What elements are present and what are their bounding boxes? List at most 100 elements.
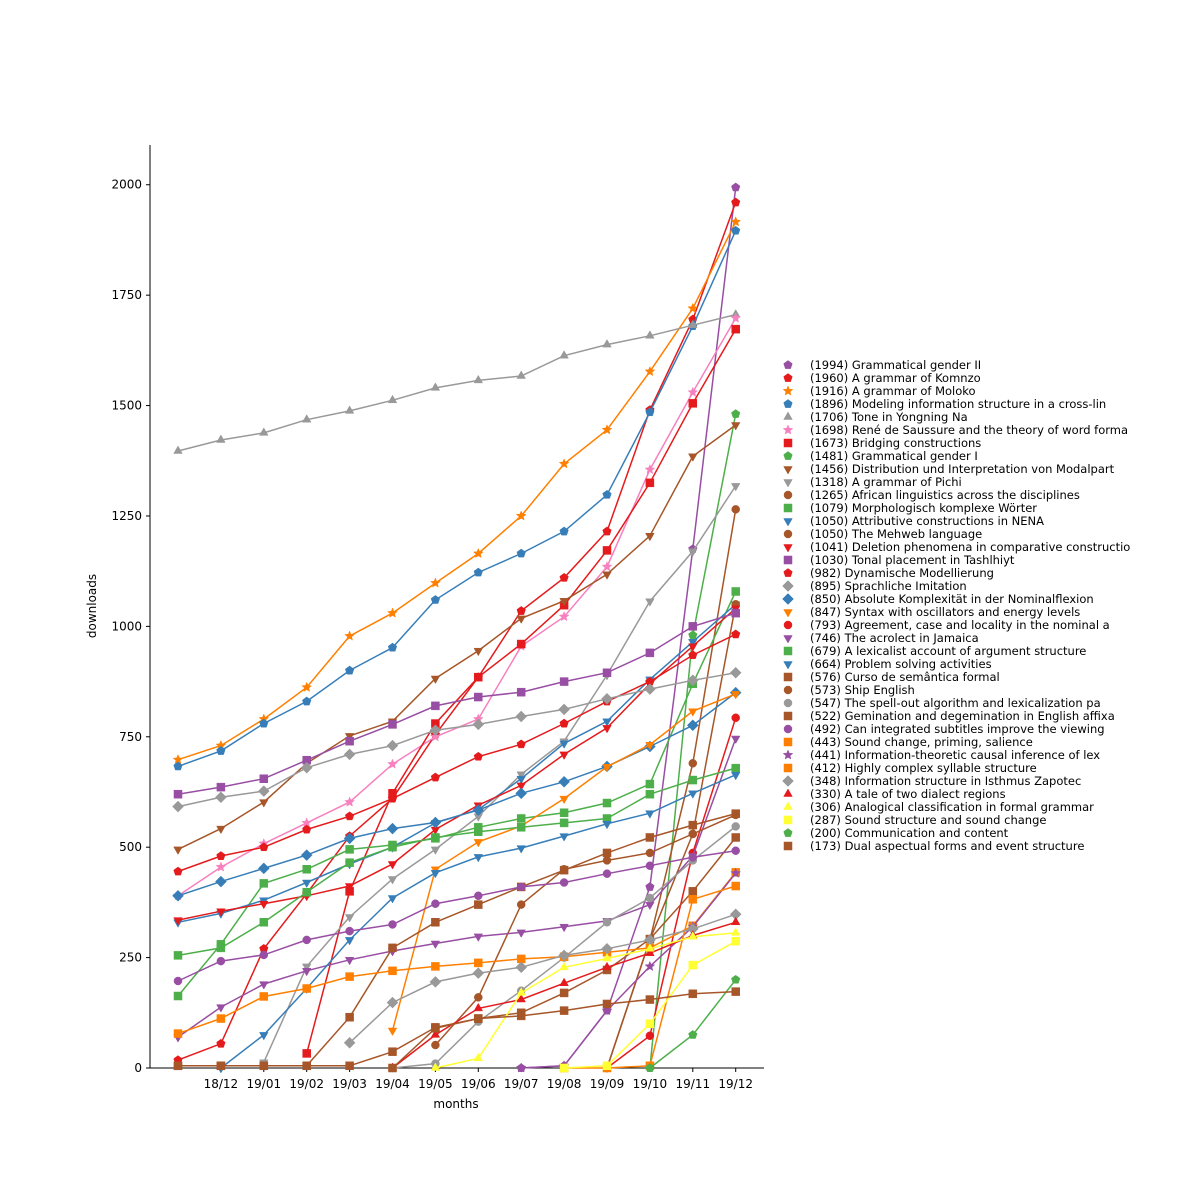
marker — [173, 789, 183, 799]
marker — [431, 1024, 440, 1033]
marker — [645, 789, 655, 799]
marker — [301, 681, 313, 692]
legend-label: (793) Agreement, case and locality in th… — [810, 618, 1110, 632]
marker — [473, 1002, 484, 1012]
marker — [343, 1036, 356, 1049]
marker — [559, 833, 569, 842]
legend-marker — [783, 399, 793, 408]
legend-marker — [783, 555, 793, 565]
marker — [601, 424, 613, 435]
marker — [516, 823, 526, 832]
marker — [516, 606, 526, 615]
marker — [430, 382, 441, 391]
legend-label: (306) Analogical classification in forma… — [810, 800, 1094, 814]
marker — [516, 639, 526, 649]
marker — [431, 1040, 440, 1050]
legend-label: (850) Absolute Komplexität in der Nomina… — [810, 592, 1094, 606]
marker — [473, 1052, 484, 1062]
marker — [173, 951, 183, 960]
legend-marker — [783, 360, 793, 369]
marker — [259, 774, 269, 783]
marker — [688, 989, 698, 999]
marker — [731, 974, 741, 984]
marker — [173, 846, 183, 855]
legend-label: (1050) Attributive constructions in NENA — [810, 514, 1044, 528]
marker — [387, 394, 398, 404]
legend-marker — [783, 466, 793, 475]
marker — [730, 927, 741, 936]
marker — [345, 858, 354, 867]
marker — [559, 350, 569, 359]
marker — [602, 668, 612, 677]
marker — [474, 993, 483, 1002]
legend-marker — [782, 385, 794, 396]
marker — [388, 966, 397, 976]
legend-label: (287) Sound structure and sound change — [810, 813, 1046, 827]
marker — [386, 739, 399, 752]
legend-label: (547) The spell-out algorithm and lexica… — [810, 696, 1101, 710]
marker — [645, 1063, 655, 1072]
marker — [516, 615, 526, 624]
marker — [516, 548, 526, 558]
y-tick-label: 1500 — [111, 399, 142, 413]
marker — [216, 1014, 226, 1023]
series-line — [521, 872, 737, 1069]
marker — [687, 302, 699, 313]
marker — [172, 800, 184, 813]
marker — [302, 984, 311, 993]
y-tick-label: 0 — [134, 1061, 142, 1075]
marker — [688, 820, 698, 830]
marker — [559, 808, 569, 817]
marker — [300, 849, 313, 861]
marker — [387, 607, 398, 618]
marker — [730, 916, 741, 926]
marker — [345, 926, 354, 936]
legend-label: (679) A lexicalist account of argument s… — [810, 644, 1086, 658]
marker — [259, 918, 269, 927]
legend-marker — [783, 503, 793, 513]
marker — [731, 833, 740, 842]
marker — [688, 622, 698, 631]
marker — [345, 811, 355, 821]
legend-marker — [783, 661, 793, 670]
legend-label: (330) A tale of two dialect regions — [810, 787, 1006, 801]
y-tick-label: 1750 — [111, 288, 142, 302]
legend-marker — [782, 580, 794, 592]
marker — [172, 889, 184, 902]
marker — [302, 887, 311, 897]
marker — [516, 771, 526, 780]
legend-label: (1265) African linguistics across the di… — [810, 488, 1080, 502]
marker — [345, 665, 355, 675]
marker — [388, 920, 397, 929]
marker — [731, 937, 740, 946]
marker — [602, 798, 612, 808]
marker — [473, 374, 484, 384]
marker — [344, 405, 355, 414]
marker — [259, 879, 269, 888]
legend-marker — [783, 737, 793, 747]
marker — [345, 1012, 354, 1022]
marker — [688, 775, 698, 785]
legend-label: (492) Can integrated subtitles improve t… — [810, 722, 1105, 736]
legend-label: (982) Dynamische Modellierung — [810, 566, 994, 580]
series-line — [177, 692, 737, 897]
marker — [515, 1062, 527, 1073]
marker — [257, 862, 270, 875]
legend-label: (441) Information-theoretic causal infer… — [810, 748, 1100, 762]
marker — [344, 957, 355, 966]
marker — [559, 878, 569, 887]
marker — [473, 751, 483, 761]
marker — [173, 866, 183, 876]
legend-marker — [782, 749, 794, 760]
series-line — [177, 849, 736, 982]
marker — [558, 949, 570, 962]
legend-label: (1706) Tone in Yongning Na — [810, 410, 968, 424]
marker — [602, 1061, 612, 1071]
marker — [559, 718, 569, 728]
marker — [559, 526, 569, 536]
marker — [173, 991, 183, 1001]
series-line — [177, 871, 737, 1035]
y-tick-label: 2000 — [111, 178, 142, 192]
marker — [559, 1063, 569, 1073]
